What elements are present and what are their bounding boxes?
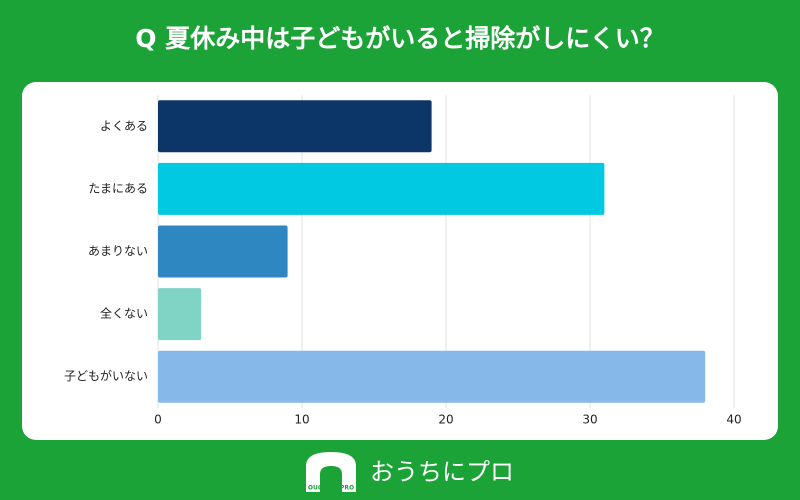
bar <box>158 350 706 403</box>
brand-name: おうちにプロ <box>370 458 514 486</box>
x-tick-label: 20 <box>438 413 453 427</box>
bar <box>158 288 202 341</box>
x-tick-label: 40 <box>726 413 741 427</box>
logo-text: OUCHI ni PRO <box>308 485 354 492</box>
bar <box>158 162 605 215</box>
x-tick-label: 30 <box>582 413 597 427</box>
y-tick-label: 全くない <box>100 306 148 321</box>
logo-door <box>320 466 342 492</box>
x-tick-label: 0 <box>154 413 162 427</box>
y-tick-label: 子どもがいない <box>64 368 148 383</box>
y-tick-label: あまりない <box>88 244 148 258</box>
logo: OUCHI ni PRO <box>306 452 356 492</box>
bar <box>158 100 432 153</box>
y-tick-label: よくある <box>100 119 148 133</box>
bar <box>158 225 288 278</box>
y-tick-label: たまにある <box>88 181 148 195</box>
chart-title: Q 夏休み中は子どもがいると掃除がしにくい？ <box>135 24 664 53</box>
x-tick-label: 10 <box>294 413 309 427</box>
